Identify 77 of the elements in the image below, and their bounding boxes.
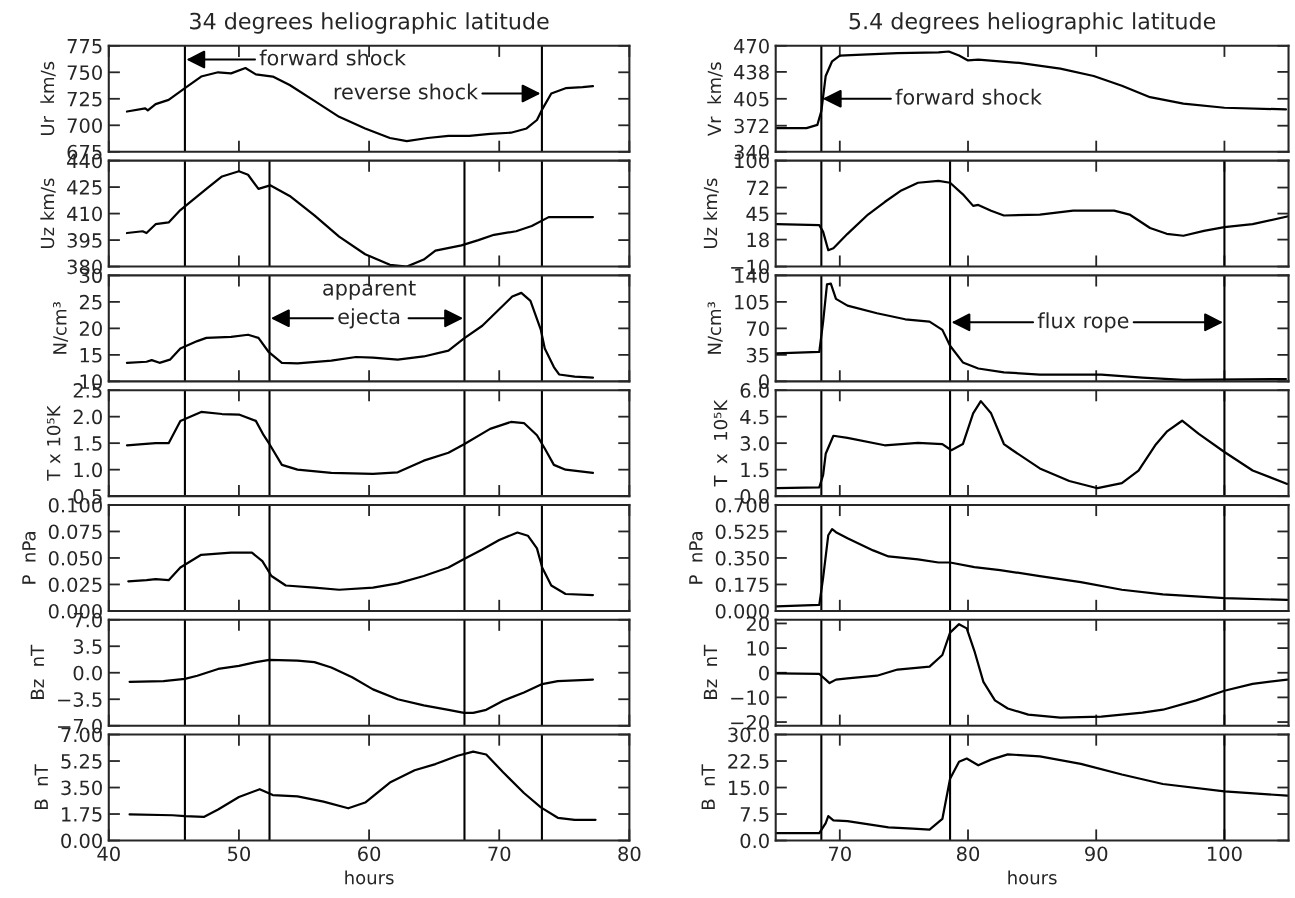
y-tick-label: 105 [735, 294, 769, 310]
y-axis-title: N/cm³ [707, 302, 723, 354]
y-tick-label: 1.5 [741, 462, 769, 478]
y-tick-label: 0.025 [48, 577, 102, 593]
y-tick-label: 0 [759, 665, 769, 681]
y-tick-label: 5.25 [61, 753, 102, 769]
y-axis-title: B nT [701, 764, 715, 809]
y-axis-title: Bz nT [30, 644, 44, 699]
x-axis-title: hours [345, 870, 394, 885]
y-tick-label: 410 [67, 206, 102, 222]
y-tick-label: 18 [747, 232, 769, 248]
y-tick-label: 0.175 [715, 577, 769, 593]
y-tick-label: 725 [67, 91, 102, 107]
y-axis-title: T x 10⁵K [46, 405, 61, 481]
y-tick-label: 15 [80, 348, 102, 363]
y-tick-label: 425 [67, 180, 102, 195]
y-tick-label: 1.0 [74, 462, 102, 478]
y-tick-label: 1.75 [62, 807, 102, 822]
y-tick-label: 3.50 [61, 780, 102, 796]
y-tick-label: 0.525 [715, 524, 769, 540]
y-tick-label: 2.0 [73, 409, 102, 425]
annotation: forward shock [895, 88, 1042, 105]
y-tick-label: 0.0 [73, 665, 102, 681]
y-tick-label: 70 [747, 321, 769, 337]
y-tick-label: 1.5 [74, 436, 102, 451]
y-tick-label: 372 [734, 118, 769, 134]
y-axis-title: Bz nT [703, 644, 718, 699]
x-tick-label: 60 [358, 846, 381, 862]
annotation: ejecta [338, 308, 400, 329]
y-tick-label: 405 [733, 91, 769, 107]
y-tick-label: 0.075 [48, 524, 102, 540]
y-axis-title: N/cm³ [52, 302, 69, 354]
y-tick-label: 0.350 [715, 550, 769, 566]
y-axis-title: Uz km/s [703, 178, 719, 248]
chart-title: 34 degrees heliographic latitude [190, 12, 549, 34]
chart-title: 5.4 degrees heliographic latitude [849, 12, 1216, 34]
y-tick-label: 25 [79, 294, 102, 310]
y-axis-title: Ur km/s [40, 61, 56, 136]
y-tick-label: −10 [731, 690, 769, 706]
x-axis-title: hours [1008, 870, 1057, 885]
y-tick-label: 7.5 [740, 807, 769, 822]
y-tick-label: 72 [747, 180, 769, 195]
x-tick-label: 80 [956, 846, 980, 862]
y-tick-label: 700 [67, 118, 102, 133]
y-tick-label: 438 [733, 64, 769, 80]
y-tick-label: 45 [746, 206, 769, 222]
y-tick-label: 3.5 [73, 639, 102, 654]
y-tick-label: 35 [746, 347, 769, 363]
y-tick-label: 0.0 [740, 833, 769, 849]
y-tick-label: 22.5 [728, 753, 769, 769]
y-axis-title: P nPa [22, 532, 36, 584]
annotation: forward shock [259, 49, 406, 66]
y-tick-label: 10 [747, 641, 769, 656]
y-axis-title: B nT [34, 764, 48, 809]
y-tick-label: 20 [79, 321, 102, 337]
y-tick-label: 470 [733, 38, 769, 54]
x-tick-label: 100 [1208, 846, 1242, 862]
y-axis-title: Uz km/s [40, 178, 56, 248]
y-tick-label: 15.0 [728, 780, 769, 796]
y-axis-title: T x 10⁵K [713, 399, 728, 487]
y-tick-label: 750 [67, 65, 102, 80]
y-tick-label: 0.050 [48, 550, 102, 566]
x-tick-label: 90 [1085, 846, 1108, 862]
y-tick-label: 3.0 [740, 436, 769, 451]
x-tick-label: 50 [228, 846, 251, 862]
y-tick-label: 395 [67, 233, 102, 248]
y-tick-label: 775 [67, 39, 102, 54]
y-axis-title: Vr km/s [707, 62, 723, 137]
y-axis-title: P nPa [689, 532, 703, 584]
x-tick-label: 80 [618, 846, 641, 862]
y-tick-label: 4.5 [740, 409, 769, 425]
annotation: reverse shock [334, 83, 479, 100]
annotation: flux rope [1037, 312, 1129, 333]
annotation: apparent [323, 280, 416, 300]
x-tick-label: 70 [488, 846, 511, 862]
x-tick-label: 70 [829, 846, 851, 862]
y-tick-label: −3.5 [58, 692, 102, 707]
